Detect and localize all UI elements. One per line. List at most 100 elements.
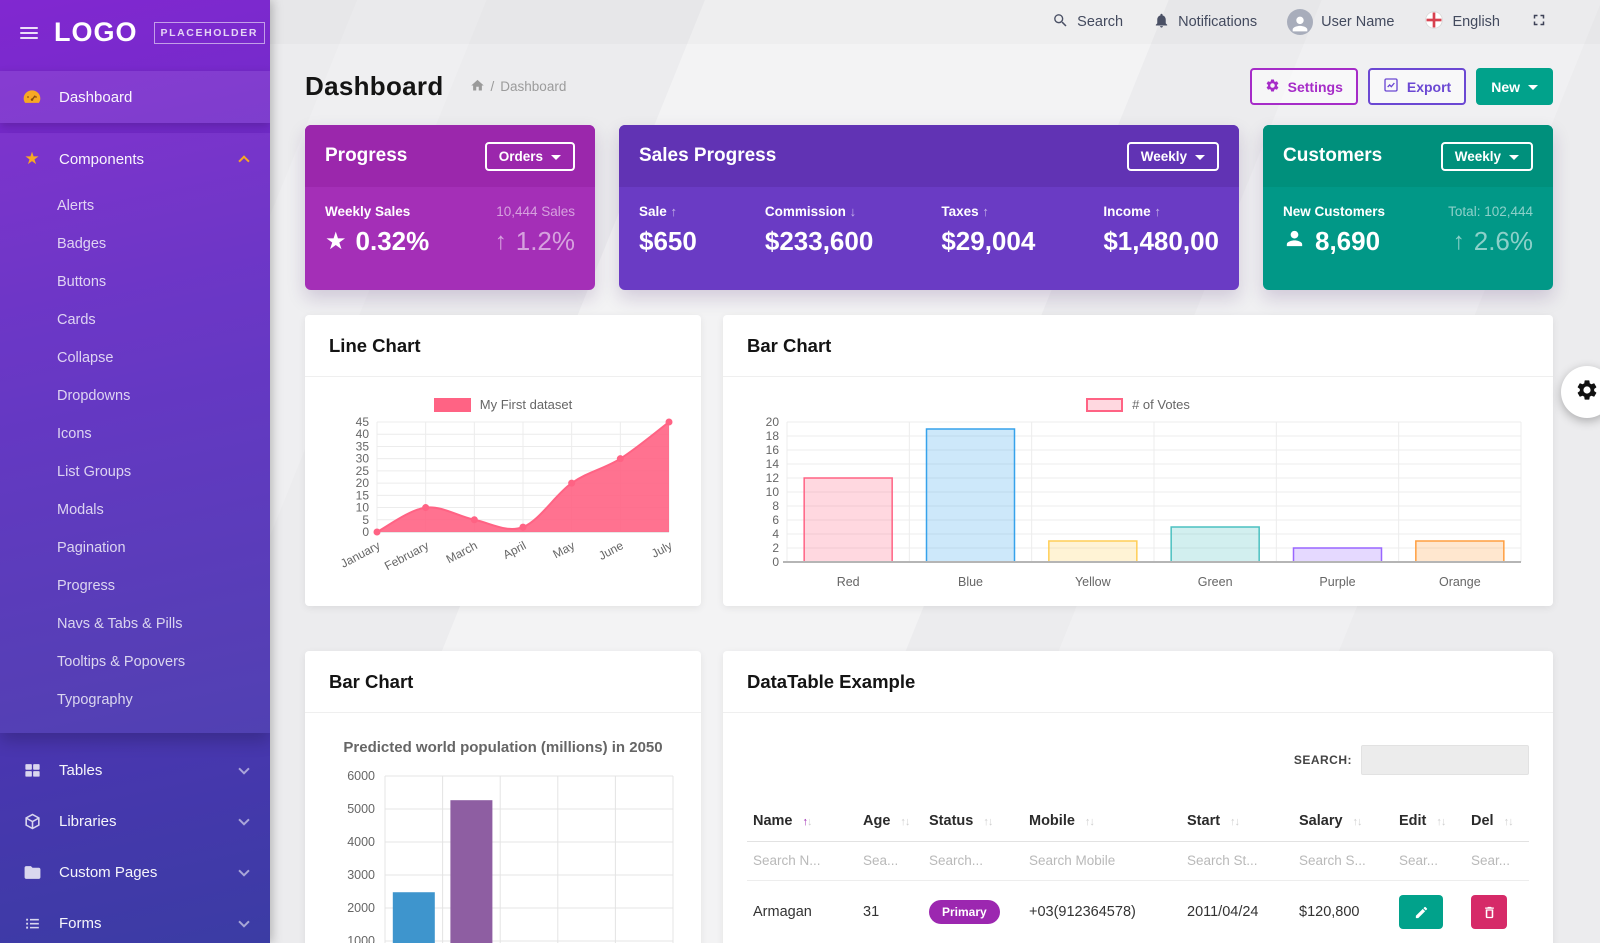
- svg-text:4: 4: [772, 527, 779, 541]
- sales-count-metric: 10,444 Sales ↑ 1.2%: [494, 204, 575, 256]
- page-header: Dashboard / Dashboard Settings Export Ne…: [270, 44, 1600, 125]
- sidebar-subitem-collapse[interactable]: Collapse: [57, 350, 114, 366]
- svg-text:March: March: [444, 538, 480, 566]
- list-icon: [22, 914, 42, 933]
- settings-button[interactable]: Settings: [1249, 68, 1358, 105]
- export-button-label: Export: [1406, 78, 1452, 95]
- caret-down-icon: [1509, 154, 1519, 160]
- sidebar-subitem-navs-tabs-pills[interactable]: Navs & Tabs & Pills: [57, 616, 183, 632]
- sidebar-subitem-dropdowns[interactable]: Dropdowns: [57, 388, 131, 404]
- svg-text:May: May: [550, 538, 577, 561]
- sidebar-block-dashboard: Dashboard: [0, 71, 270, 123]
- sidebar-item-custom-pages[interactable]: Custom Pages: [0, 847, 270, 898]
- filter-input-del[interactable]: [1471, 853, 1521, 868]
- sort-arrows-icon[interactable]: ↑↓: [1503, 816, 1514, 828]
- weekly-filter-button[interactable]: Weekly: [1440, 141, 1533, 171]
- sort-arrows-icon[interactable]: ↑↓: [802, 816, 813, 828]
- filter-input-edit[interactable]: [1399, 853, 1456, 868]
- edit-row-button[interactable]: [1399, 895, 1443, 929]
- svg-text:40: 40: [356, 427, 370, 441]
- arrow-up-icon: ↑: [670, 204, 678, 219]
- column-header-name[interactable]: Name ↑↓: [747, 801, 857, 842]
- filter-input-start[interactable]: [1187, 853, 1282, 868]
- table-icon: [22, 761, 42, 780]
- sort-arrows-icon[interactable]: ↑↓: [900, 816, 910, 828]
- sort-arrows-icon[interactable]: ↑↓: [983, 816, 993, 828]
- sort-arrows-icon[interactable]: ↑↓: [1230, 816, 1240, 828]
- column-header-del[interactable]: Del ↑↓: [1465, 801, 1529, 842]
- svg-text:January: January: [338, 538, 382, 570]
- filter-input-salary[interactable]: [1299, 853, 1383, 868]
- new-button[interactable]: New: [1476, 68, 1553, 105]
- sidebar-item-tables[interactable]: Tables: [0, 745, 270, 796]
- sidebar-subitem-cards[interactable]: Cards: [57, 312, 96, 328]
- topbar-search[interactable]: Search: [1052, 12, 1123, 33]
- gauge-icon: [22, 87, 42, 107]
- svg-text:3000: 3000: [347, 868, 375, 882]
- svg-text:10: 10: [356, 501, 370, 515]
- column-header-start[interactable]: Start ↑↓: [1181, 801, 1293, 842]
- sidebar-block-components: ★ Components Alerts Badges Buttons Cards Colla…: [0, 133, 270, 733]
- svg-text:12: 12: [766, 471, 780, 485]
- sidebar-item-components[interactable]: ★ Components: [0, 133, 270, 185]
- sidebar-subitem-icons[interactable]: Icons: [57, 426, 92, 442]
- gear-icon: [1575, 378, 1599, 407]
- chevron-down-icon: [238, 814, 250, 826]
- export-button[interactable]: Export: [1367, 68, 1467, 105]
- home-icon[interactable]: [470, 78, 485, 96]
- datatable-search-input[interactable]: [1361, 745, 1529, 775]
- arrow-up-icon: ↑: [1154, 204, 1161, 219]
- population-bar-chart: 6000 5000 4000 3000 2000 1000: [329, 760, 677, 943]
- svg-text:Blue: Blue: [958, 575, 983, 589]
- bar-chart2-title: Bar Chart: [329, 670, 414, 692]
- settings-fab-button[interactable]: [1561, 366, 1600, 418]
- breadcrumb-separator: /: [490, 79, 495, 94]
- trash-icon: [1484, 906, 1494, 918]
- svg-text:6000: 6000: [347, 769, 375, 783]
- column-header-salary[interactable]: Salary ↑↓: [1293, 801, 1393, 842]
- chevron-down-icon: [238, 865, 250, 877]
- filter-input-status[interactable]: [929, 853, 1013, 868]
- column-header-mobile[interactable]: Mobile ↑↓: [1023, 801, 1181, 842]
- sidebar-subitem-buttons[interactable]: Buttons: [57, 274, 107, 290]
- sidebar-subitem-progress[interactable]: Progress: [57, 578, 116, 594]
- svg-text:5: 5: [362, 513, 369, 527]
- filter-input-name[interactable]: [753, 853, 847, 868]
- topbar-user[interactable]: User Name: [1287, 9, 1394, 35]
- sidebar-subitem-badges[interactable]: Badges: [57, 236, 107, 252]
- line-chart-card: Line Chart My First dataset 0 5 10 15 20 25 30…: [305, 315, 701, 606]
- sort-arrows-icon[interactable]: ↑↓: [1352, 816, 1363, 828]
- sidebar-subitem-alerts[interactable]: Alerts: [57, 198, 95, 214]
- filter-input-age[interactable]: [863, 853, 915, 868]
- topbar-language[interactable]: English: [1424, 10, 1500, 34]
- arrow-up-icon: ↑: [494, 227, 507, 255]
- orders-filter-button[interactable]: Orders: [484, 141, 575, 171]
- sidebar-subitem-list-groups[interactable]: List Groups: [57, 464, 132, 480]
- column-header-status[interactable]: Status ↑↓: [923, 801, 1023, 842]
- sidebar-item-forms[interactable]: Forms: [0, 898, 270, 943]
- sort-arrows-icon[interactable]: ↑↓: [1436, 816, 1446, 828]
- bar-chart2-card: Bar Chart Predicted world population (mi…: [305, 651, 701, 943]
- sidebar-item-libraries[interactable]: Libraries: [0, 796, 270, 847]
- datatable: Name ↑↓ Age ↑↓ Status ↑↓ Mobile ↑↓ Start ↑↓ Salary…: [747, 801, 1529, 943]
- topbar-notifications[interactable]: Notifications: [1153, 12, 1257, 33]
- sidebar-item-dashboard[interactable]: Dashboard: [0, 71, 270, 123]
- svg-text:0: 0: [362, 525, 369, 539]
- delete-row-button[interactable]: [1471, 895, 1507, 929]
- svg-text:35: 35: [356, 439, 370, 453]
- topbar: Search Notifications User Name English: [270, 0, 1600, 44]
- filter-input-mobile[interactable]: [1029, 853, 1168, 868]
- sort-arrows-icon[interactable]: ↑↓: [1084, 816, 1095, 828]
- sidebar-subitem-tooltips-popovers[interactable]: Tooltips & Popovers: [57, 654, 186, 670]
- column-header-age[interactable]: Age ↑↓: [857, 801, 923, 842]
- column-header-edit[interactable]: Edit ↑↓: [1393, 801, 1465, 842]
- sidebar-item-label: Dashboard: [59, 88, 133, 106]
- legend-label: # of Votes: [1132, 397, 1190, 412]
- menu-toggle-icon[interactable]: [20, 26, 38, 39]
- fullscreen-icon[interactable]: [1530, 11, 1548, 33]
- sidebar-subitem-typography[interactable]: Typography: [57, 692, 133, 708]
- sidebar-subitem-pagination[interactable]: Pagination: [57, 540, 126, 556]
- sidebar-block-tables: Tables: [0, 745, 270, 796]
- sidebar-subitem-modals[interactable]: Modals: [57, 502, 104, 518]
- weekly-filter-button[interactable]: Weekly: [1126, 141, 1219, 171]
